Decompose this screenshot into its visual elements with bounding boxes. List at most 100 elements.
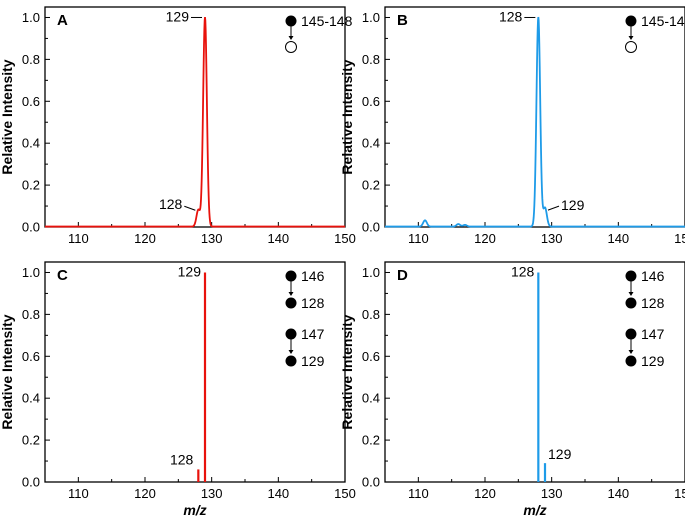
x-tick-label: 140 xyxy=(267,486,289,501)
arrow-down-icon xyxy=(288,36,294,40)
y-tick-label: 0.0 xyxy=(362,475,380,490)
x-tick-label: 120 xyxy=(474,486,496,501)
spectrum-line xyxy=(45,16,345,228)
x-tick-label: 140 xyxy=(607,486,629,501)
y-tick-label: 0.6 xyxy=(362,349,380,364)
y-axis-title: Relative Intensity xyxy=(0,314,15,429)
plot-frame xyxy=(384,261,685,483)
x-tick-label: 120 xyxy=(474,231,496,246)
arrow-down-icon xyxy=(628,36,634,40)
panel-a: 110 120 130 140 150 0.0 0.2 0.4 0.6 0.8 1.0 Relativ… xyxy=(0,6,356,246)
x-tick-label: 140 xyxy=(267,231,289,246)
precursor-label: 145-148 xyxy=(301,13,353,29)
label-leader xyxy=(184,205,196,211)
arrow-down-icon xyxy=(288,350,294,354)
peak-label: 129 xyxy=(178,263,202,279)
arrow-down-icon xyxy=(288,292,294,296)
arrow-down-icon xyxy=(628,292,634,296)
fragment-label: 129 xyxy=(301,353,325,369)
x-tick-label: 130 xyxy=(541,486,563,501)
peak-label: 129 xyxy=(166,8,190,24)
peak-label: 128 xyxy=(511,263,535,279)
peak-label: 129 xyxy=(548,446,572,462)
y-tick-label: 0.8 xyxy=(22,52,40,67)
peak-label: 128 xyxy=(170,451,194,467)
label-leader xyxy=(547,205,560,211)
y-tick-label: 0.0 xyxy=(22,475,40,490)
x-tick-label: 150 xyxy=(334,231,356,246)
y-tick-label: 0.4 xyxy=(362,391,380,406)
plot-frame xyxy=(44,6,346,228)
x-axis-title: m/z xyxy=(183,502,206,518)
y-axis-title: Relative Intensity xyxy=(339,314,355,429)
fragment-ion-icon xyxy=(285,355,297,367)
y-tick-label: 1.0 xyxy=(22,10,40,25)
y-tick-label: 1.0 xyxy=(362,265,380,280)
precursor-ion-icon xyxy=(285,270,297,282)
y-tick-label: 0.6 xyxy=(362,94,380,109)
plot-frame xyxy=(44,261,346,483)
y-tick-label: 0.8 xyxy=(362,52,380,67)
y-tick-label: 0.2 xyxy=(362,433,380,448)
panel-c: 110 120 130 140 150 0.0 0.2 0.4 0.6 0.8 1.0 Relativ… xyxy=(0,261,356,518)
y-tick-label: 0.2 xyxy=(22,433,40,448)
precursor-ion-icon xyxy=(625,270,637,282)
x-tick-label: 110 xyxy=(68,231,89,246)
arrow-down-icon xyxy=(628,350,634,354)
x-tick-label: 150 xyxy=(334,486,356,501)
peak-label: 128 xyxy=(499,8,523,24)
precursor-ion-icon xyxy=(625,15,637,27)
x-tick-label: 110 xyxy=(408,231,429,246)
x-tick-label: 130 xyxy=(201,486,223,501)
spectrum-line xyxy=(385,16,685,228)
fragment-label: 128 xyxy=(301,295,325,311)
x-tick-label: 130 xyxy=(201,231,223,246)
x-tick-label: 150 xyxy=(674,231,685,246)
fragment-ion-icon xyxy=(625,41,637,53)
peak-label: 128 xyxy=(159,196,183,212)
panel-label: D xyxy=(397,267,408,284)
precursor-ion-icon xyxy=(285,328,297,340)
precursor-label: 147 xyxy=(641,326,665,342)
fragment-label: 128 xyxy=(641,295,665,311)
y-axis-title: Relative Intensity xyxy=(339,59,355,174)
x-tick-label: 110 xyxy=(408,486,429,501)
y-tick-label: 0.0 xyxy=(362,220,380,235)
precursor-label: 146 xyxy=(641,268,665,284)
fragment-ion-icon xyxy=(285,297,297,309)
plot-frame xyxy=(384,6,685,228)
y-tick-label: 0.8 xyxy=(362,307,380,322)
fragment-ion-icon xyxy=(625,355,637,367)
y-tick-label: 0.4 xyxy=(22,136,40,151)
y-tick-label: 1.0 xyxy=(362,10,380,25)
peak-label: 129 xyxy=(561,197,585,213)
panel-label: C xyxy=(57,267,68,284)
y-tick-label: 1.0 xyxy=(22,265,40,280)
panel-label: A xyxy=(57,12,68,29)
x-tick-label: 150 xyxy=(674,486,685,501)
x-tick-label: 120 xyxy=(134,486,156,501)
precursor-label: 147 xyxy=(301,326,325,342)
x-tick-label: 110 xyxy=(68,486,89,501)
fragment-ion-icon xyxy=(285,41,297,53)
y-tick-label: 0.2 xyxy=(22,178,40,193)
y-tick-label: 0.2 xyxy=(362,178,380,193)
fragment-label: 129 xyxy=(641,353,665,369)
y-tick-label: 0.4 xyxy=(22,391,40,406)
precursor-label: 145-148 xyxy=(641,13,685,29)
y-tick-label: 0.0 xyxy=(22,220,40,235)
x-tick-label: 140 xyxy=(607,231,629,246)
x-tick-label: 130 xyxy=(541,231,563,246)
x-axis-title: m/z xyxy=(523,502,546,518)
fragment-ion-icon xyxy=(625,297,637,309)
y-axis-title: Relative Intensity xyxy=(0,59,15,174)
x-tick-label: 120 xyxy=(134,231,156,246)
panel-d: 110 120 130 140 150 0.0 0.2 0.4 0.6 0.8 1.0 Relativ… xyxy=(339,261,685,518)
y-tick-label: 0.6 xyxy=(22,349,40,364)
precursor-ion-icon xyxy=(285,15,297,27)
y-tick-label: 0.6 xyxy=(22,94,40,109)
precursor-label: 146 xyxy=(301,268,325,284)
panel-label: B xyxy=(397,12,408,29)
y-tick-label: 0.8 xyxy=(22,307,40,322)
